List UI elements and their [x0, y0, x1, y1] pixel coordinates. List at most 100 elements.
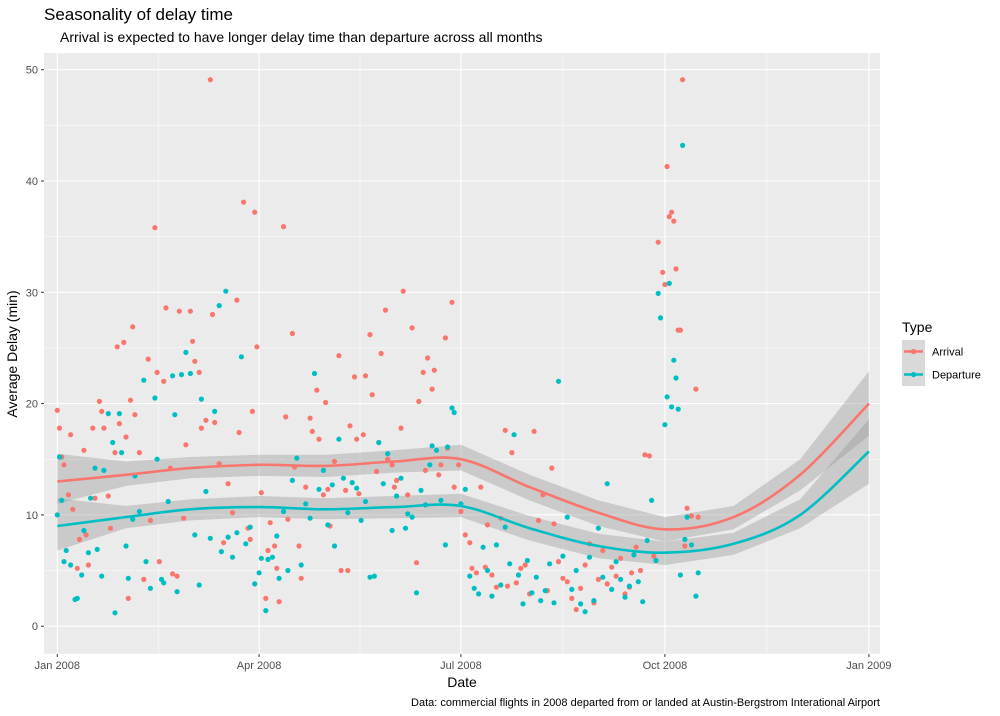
data-point	[345, 510, 351, 516]
data-point	[61, 559, 67, 565]
y-tick-label: 10	[26, 510, 38, 522]
data-point	[378, 350, 384, 357]
data-point	[502, 524, 508, 530]
data-point	[402, 525, 409, 531]
data-point	[274, 533, 280, 539]
data-point	[54, 512, 60, 518]
data-point	[329, 482, 335, 488]
data-point	[449, 299, 455, 305]
points-layer	[54, 77, 701, 616]
data-point	[555, 378, 562, 384]
data-point	[289, 330, 295, 337]
data-point	[236, 429, 242, 436]
data-point	[192, 358, 198, 364]
data-point	[662, 281, 668, 288]
data-point	[234, 530, 240, 536]
data-point	[269, 554, 275, 560]
data-point	[298, 562, 304, 568]
data-point	[276, 599, 282, 605]
data-point	[573, 567, 579, 574]
data-point	[362, 498, 369, 505]
data-point	[509, 450, 515, 456]
data-point	[445, 444, 451, 450]
data-point	[323, 399, 329, 406]
data-point	[79, 572, 85, 578]
data-point	[684, 514, 690, 520]
data-point	[462, 486, 468, 492]
data-point	[187, 370, 193, 377]
y-tick-label: 20	[26, 399, 38, 411]
data-point	[695, 570, 701, 576]
data-point	[85, 550, 91, 556]
data-point	[666, 214, 672, 220]
data-point	[154, 456, 160, 462]
legend: Type Arrival Departure	[902, 319, 981, 386]
data-point	[272, 543, 278, 549]
data-point	[653, 557, 659, 564]
data-point	[174, 589, 180, 595]
data-point	[125, 575, 131, 581]
data-point	[673, 266, 679, 272]
data-point	[564, 514, 570, 520]
data-point	[675, 406, 681, 412]
data-point	[533, 574, 539, 580]
data-point	[367, 574, 373, 580]
data-point	[265, 547, 271, 554]
data-point	[280, 508, 287, 515]
data-point	[247, 536, 253, 543]
data-point	[362, 373, 369, 379]
data-point	[535, 517, 542, 524]
data-point	[613, 559, 619, 565]
data-point	[680, 77, 686, 83]
data-point	[65, 492, 71, 498]
data-point	[595, 576, 602, 583]
data-point	[471, 585, 477, 591]
x-axis-title: Date	[447, 674, 477, 690]
data-point	[618, 576, 624, 583]
data-point	[114, 344, 120, 350]
data-point	[136, 508, 142, 515]
smooth-bands	[57, 371, 869, 565]
data-point	[161, 580, 167, 586]
data-point	[76, 536, 83, 543]
data-point	[669, 209, 675, 215]
data-point	[74, 595, 80, 602]
smooth-lines	[57, 402, 870, 555]
data-point	[538, 598, 544, 604]
data-point	[467, 573, 473, 579]
data-point	[629, 570, 635, 576]
data-point	[693, 386, 699, 392]
data-point	[604, 581, 610, 587]
data-point	[573, 606, 579, 613]
data-point	[613, 573, 619, 579]
data-point	[307, 415, 313, 421]
data-point	[422, 467, 428, 473]
data-point	[252, 209, 258, 215]
data-point	[436, 472, 442, 478]
data-point	[101, 425, 107, 431]
data-point	[586, 554, 593, 560]
data-point	[451, 409, 457, 416]
data-point	[85, 562, 91, 568]
data-point	[518, 565, 524, 571]
data-point	[560, 575, 566, 581]
data-point	[152, 225, 158, 231]
data-point	[212, 419, 218, 426]
data-point	[476, 591, 482, 597]
data-point	[542, 588, 548, 594]
data-point	[99, 408, 105, 414]
data-point	[94, 546, 100, 553]
data-point	[511, 432, 517, 438]
data-point	[198, 396, 204, 402]
y-tick-label: 50	[26, 65, 38, 77]
data-point	[121, 339, 127, 345]
data-point	[136, 450, 142, 456]
data-point	[212, 408, 218, 414]
data-point	[145, 356, 151, 362]
data-point	[92, 495, 98, 501]
data-point	[223, 288, 229, 294]
data-point	[316, 486, 322, 492]
data-point	[280, 224, 287, 230]
data-point	[196, 582, 202, 588]
